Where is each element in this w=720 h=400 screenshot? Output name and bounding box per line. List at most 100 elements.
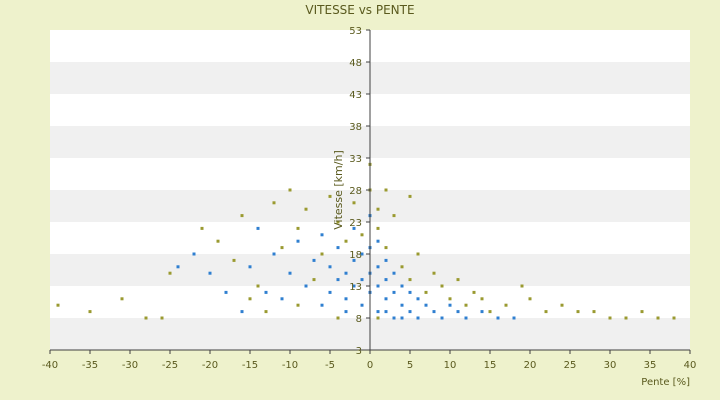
x-tick-label: -20: [202, 360, 218, 371]
data-point: [272, 201, 276, 205]
data-point: [352, 258, 356, 262]
data-point: [208, 271, 212, 275]
data-point: [376, 284, 380, 288]
x-tick-label: -30: [122, 360, 138, 371]
x-tick-label: -5: [325, 360, 335, 371]
data-point: [376, 265, 380, 269]
y-tick-label: 43: [349, 90, 362, 101]
data-point: [144, 316, 148, 320]
data-point: [248, 265, 252, 269]
data-point: [360, 303, 364, 307]
x-tick-label: 30: [604, 360, 617, 371]
data-point: [336, 246, 340, 250]
data-point: [408, 310, 412, 314]
data-point: [480, 297, 484, 301]
data-point: [272, 252, 276, 256]
data-point: [392, 214, 396, 218]
data-point: [656, 316, 660, 320]
data-point: [88, 310, 92, 314]
data-point: [320, 303, 324, 307]
data-point: [408, 278, 412, 282]
data-point: [240, 310, 244, 314]
data-point: [408, 194, 412, 198]
x-tick-label: 0: [367, 360, 373, 371]
data-point: [352, 226, 356, 230]
data-point: [232, 258, 236, 262]
data-point: [456, 310, 460, 314]
x-tick-label: 15: [484, 360, 497, 371]
data-point: [328, 290, 332, 294]
data-point: [416, 252, 420, 256]
data-point: [360, 278, 364, 282]
data-point: [624, 316, 628, 320]
data-point: [192, 252, 196, 256]
data-point: [472, 290, 476, 294]
data-point: [400, 303, 404, 307]
data-point: [432, 310, 436, 314]
data-point: [336, 316, 340, 320]
data-point: [672, 316, 676, 320]
data-point: [264, 290, 268, 294]
data-point: [384, 310, 388, 314]
data-point: [400, 284, 404, 288]
data-point: [424, 290, 428, 294]
x-tick-label: 10: [444, 360, 457, 371]
data-point: [544, 310, 548, 314]
y-tick-label: 18: [349, 250, 362, 261]
data-point: [56, 303, 60, 307]
x-tick-label: -10: [282, 360, 298, 371]
y-tick-label: 38: [349, 122, 362, 133]
data-point: [416, 316, 420, 320]
data-point: [464, 303, 468, 307]
data-point: [280, 246, 284, 250]
data-point: [456, 278, 460, 282]
data-point: [336, 278, 340, 282]
x-tick-label: -15: [242, 360, 258, 371]
y-tick-label: 53: [349, 26, 362, 37]
y-tick-label: 8: [356, 314, 362, 325]
data-point: [360, 252, 364, 256]
y-axis-title: Vitesse [km/h]: [332, 150, 345, 230]
data-point: [328, 194, 332, 198]
data-point: [448, 303, 452, 307]
data-point: [376, 207, 380, 211]
data-point: [256, 284, 260, 288]
data-point: [320, 233, 324, 237]
data-point: [592, 310, 596, 314]
data-point: [608, 316, 612, 320]
data-point: [312, 258, 316, 262]
data-point: [168, 271, 172, 275]
data-point: [288, 188, 292, 192]
data-point: [296, 239, 300, 243]
data-point: [440, 284, 444, 288]
data-point: [336, 220, 340, 224]
chart-title: VITESSE vs PENTE: [305, 3, 414, 17]
data-point: [384, 246, 388, 250]
data-point: [392, 316, 396, 320]
data-point: [288, 271, 292, 275]
data-point: [296, 226, 300, 230]
x-tick-label: 35: [644, 360, 657, 371]
x-tick-label: 25: [564, 360, 577, 371]
data-point: [520, 284, 524, 288]
data-point: [320, 252, 324, 256]
data-point: [392, 271, 396, 275]
data-point: [496, 316, 500, 320]
data-point: [304, 284, 308, 288]
data-point: [120, 297, 124, 301]
data-point: [448, 297, 452, 301]
data-point: [416, 297, 420, 301]
data-point: [464, 316, 468, 320]
data-point: [480, 310, 484, 314]
y-tick-label: 48: [349, 58, 362, 69]
data-point: [384, 297, 388, 301]
data-point: [344, 310, 348, 314]
data-point: [264, 310, 268, 314]
data-point: [176, 265, 180, 269]
data-point: [360, 233, 364, 237]
data-point: [376, 239, 380, 243]
data-point: [224, 290, 228, 294]
data-point: [528, 297, 532, 301]
data-point: [376, 226, 380, 230]
